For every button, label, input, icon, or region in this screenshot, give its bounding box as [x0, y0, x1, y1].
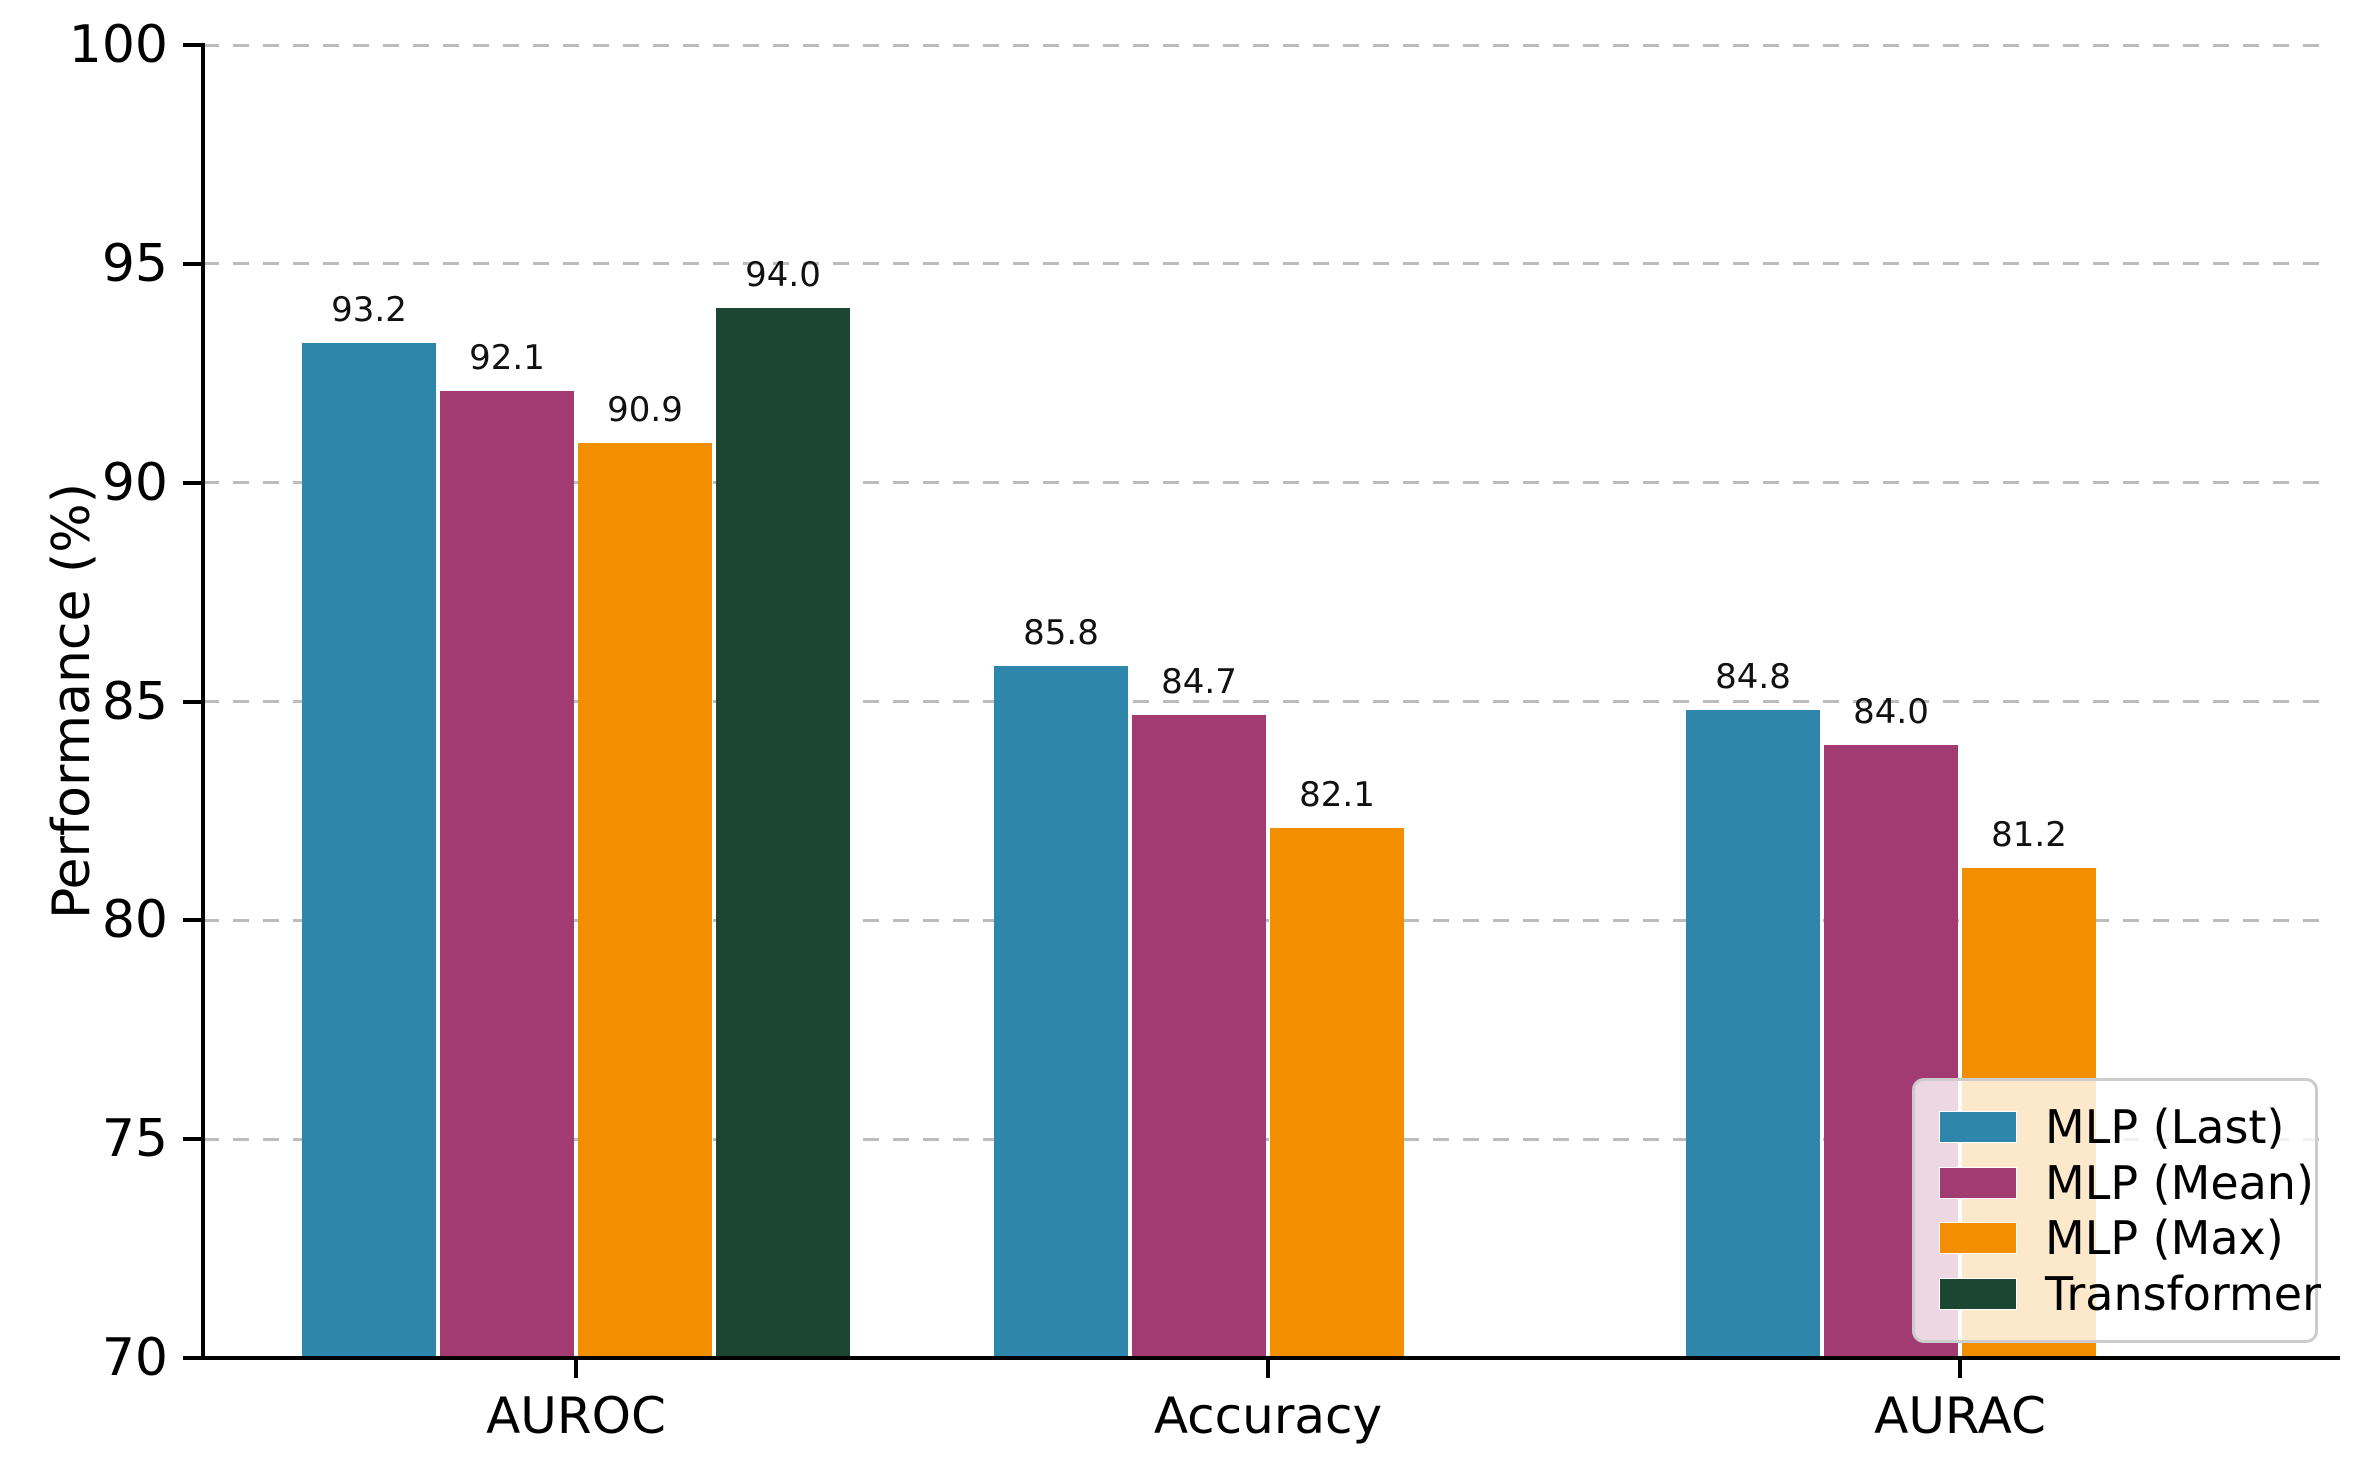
bar-value-MLP (Max)-AURAC: 81.2: [1991, 814, 2067, 855]
y-tick-label-85: 85: [101, 671, 168, 732]
y-tick-mark-75: [183, 1137, 203, 1142]
x-tick-label-AURAC: AURAC: [1874, 1387, 2046, 1445]
x-tick-mark-AUROC: [574, 1358, 578, 1378]
bar-value-MLP (Last)-AUROC: 93.2: [331, 289, 407, 330]
legend-row-MLP (Max): MLP (Max): [1939, 1212, 2291, 1264]
gridline-80: [203, 918, 2333, 922]
legend-swatch-MLP (Last): [1939, 1111, 2017, 1143]
bar-value-MLP (Last)-AURAC: 84.8: [1715, 657, 1791, 698]
x-tick-label-AUROC: AUROC: [486, 1387, 666, 1445]
x-tick-mark-AURAC: [1958, 1358, 1962, 1378]
y-axis-spine: [201, 43, 205, 1360]
legend: MLP (Last) MLP (Mean) MLP (Max) Transformer: [1912, 1078, 2321, 1343]
y-tick-mark-95: [183, 261, 203, 266]
x-tick-mark-Accuracy: [1266, 1358, 1270, 1378]
y-tick-mark-85: [183, 699, 203, 704]
bar-value-MLP (Mean)-AUROC: 92.1: [469, 337, 545, 378]
gridline-90: [203, 481, 2333, 485]
legend-row-MLP (Mean): MLP (Mean): [1939, 1157, 2314, 1209]
bar-Transformer-AUROC: [716, 307, 850, 1358]
bar-MLP (Last)-Accuracy: [994, 666, 1128, 1358]
gridline-85: [203, 700, 2333, 703]
y-tick-mark-90: [183, 480, 203, 485]
bar-value-MLP (Max)-AUROC: 90.9: [607, 390, 683, 431]
legend-label-Transformer: Transformer: [2045, 1266, 2322, 1321]
y-tick-label-75: 75: [101, 1109, 168, 1170]
y-tick-mark-80: [183, 918, 203, 923]
legend-label-MLP (Last): MLP (Last): [2045, 1100, 2285, 1154]
y-tick-label-80: 80: [101, 890, 168, 951]
bar-MLP (Last)-AURAC: [1686, 710, 1820, 1358]
legend-row-MLP (Last): MLP (Last): [1939, 1101, 2291, 1153]
gridline-95: [203, 262, 2333, 266]
gridline-75: [203, 1137, 2333, 1141]
bar-value-MLP (Mean)-Accuracy: 84.7: [1161, 661, 1237, 702]
bar-value-MLP (Max)-Accuracy: 82.1: [1299, 775, 1375, 816]
y-tick-label-90: 90: [101, 452, 168, 513]
y-tick-mark-100: [183, 43, 203, 47]
y-tick-label-100: 100: [68, 15, 168, 75]
legend-label-MLP (Max): MLP (Max): [2045, 1211, 2284, 1266]
bar-MLP (Mean)-Accuracy: [1132, 714, 1266, 1358]
bar-MLP (Last)-AUROC: [302, 342, 436, 1358]
bar-MLP (Mean)-AUROC: [440, 390, 574, 1358]
bar-MLP (Max)-AUROC: [578, 443, 712, 1358]
legend-swatch-MLP (Mean): [1939, 1166, 2017, 1199]
bar-MLP (Max)-Accuracy: [1270, 828, 1404, 1358]
legend-swatch-Transformer: [1939, 1277, 2017, 1310]
y-tick-label-70: 70: [101, 1328, 168, 1388]
y-axis-label: Performance (%): [42, 482, 102, 920]
legend-row-Transformer: Transformer: [1939, 1268, 2321, 1320]
x-tick-label-Accuracy: Accuracy: [1153, 1387, 1383, 1445]
legend-swatch-MLP (Max): [1939, 1222, 2017, 1255]
y-tick-mark-70: [183, 1356, 203, 1360]
bar-value-MLP (Last)-Accuracy: 85.8: [1023, 613, 1099, 654]
bar-value-MLP (Mean)-AURAC: 84.0: [1853, 692, 1929, 733]
bar-value-Transformer-AUROC: 94.0: [745, 254, 821, 295]
y-tick-label-95: 95: [101, 233, 168, 294]
gridline-100: [203, 43, 2333, 47]
legend-label-MLP (Mean): MLP (Mean): [2045, 1155, 2314, 1210]
x-axis-spine: [201, 1356, 2340, 1360]
